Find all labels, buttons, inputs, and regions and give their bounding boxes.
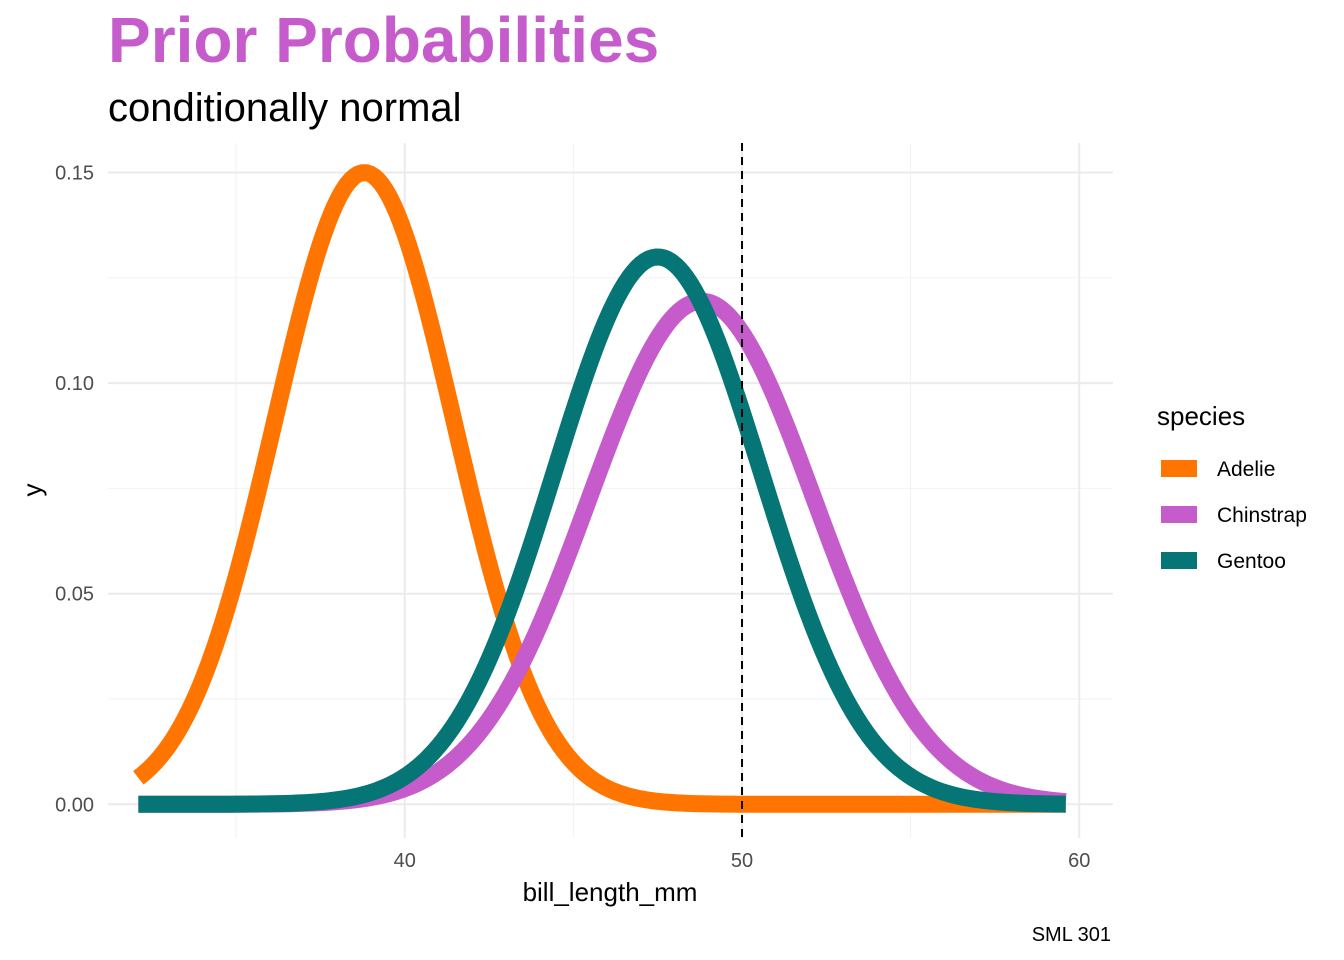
legend: species Adelie Chinstrap Gentoo (1157, 401, 1307, 573)
series-layer (133, 164, 1071, 813)
series-line-adelie (133, 164, 1071, 813)
y-tick-label: 0.15 (55, 162, 94, 184)
legend-title: species (1157, 401, 1245, 431)
x-axis-title: bill_length_mm (523, 877, 698, 907)
x-tick-label: 60 (1068, 850, 1090, 872)
x-tick-label: 40 (394, 850, 416, 872)
caption: SML 301 (1032, 924, 1111, 946)
legend-label-gentoo: Gentoo (1217, 550, 1286, 573)
legend-label-adelie: Adelie (1217, 458, 1275, 481)
legend-key-adelie (1161, 460, 1197, 477)
series-line-gentoo (133, 248, 1071, 813)
y-tick-label: 0.05 (55, 584, 94, 606)
y-axis-ticks: 0.00 0.05 0.10 0.15 (55, 162, 94, 816)
x-tick-label: 50 (731, 850, 753, 872)
legend-label-chinstrap: Chinstrap (1217, 504, 1307, 527)
x-axis-ticks: 40 50 60 (394, 850, 1091, 872)
y-tick-label: 0.00 (55, 794, 94, 816)
chart-title: Prior Probabilities (108, 4, 659, 76)
chart-subtitle: conditionally normal (108, 86, 462, 130)
y-axis-title: y (17, 484, 47, 497)
legend-key-gentoo (1161, 552, 1197, 569)
legend-key-chinstrap (1161, 506, 1197, 523)
legend-items: Adelie Chinstrap Gentoo (1161, 458, 1307, 573)
y-tick-label: 0.10 (55, 373, 94, 395)
